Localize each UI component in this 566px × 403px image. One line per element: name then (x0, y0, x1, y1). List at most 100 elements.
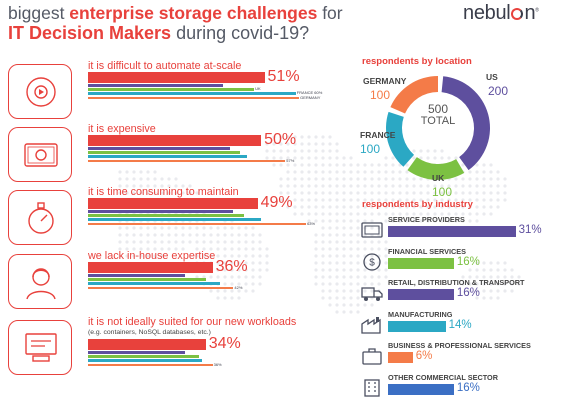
bar-annotation: 57% (286, 157, 295, 163)
bar-annotation: UK (255, 86, 261, 92)
challenge-row: we lack in-house expertise 36% 42% (8, 250, 308, 312)
series-bar (88, 92, 296, 95)
series-bar (88, 274, 185, 277)
page-title: biggest enterprise storage challenges fo… (8, 3, 343, 43)
challenge-label: it is time consuming to maintain (88, 186, 239, 198)
location-label: US (486, 72, 498, 82)
truck-icon (361, 284, 383, 307)
location-title: respondents by location (362, 56, 472, 67)
industry-bar (388, 289, 454, 300)
challenge-icon (8, 254, 72, 309)
industry-row: OTHER COMMERCIAL SECTOR 16% (358, 373, 563, 403)
industry-row: MANUFACTURING 14% (358, 310, 563, 340)
challenge-row: it is expensive 50% 57% (8, 123, 308, 185)
industry-bar (388, 257, 454, 269)
challenge-label: it is expensive (88, 123, 156, 135)
value-label: 34% (208, 335, 241, 352)
bar-annotation: FRANCE 60% (296, 90, 323, 96)
industry-title: respondents by industry (362, 199, 473, 210)
dollar-icon: $ (361, 252, 383, 276)
location-donut (386, 76, 490, 180)
svg-text:$: $ (369, 257, 375, 268)
industry-row: RETAIL, DISTRIBUTION & TRANSPORT 16% (358, 278, 563, 308)
challenge-sublabel: (e.g. containers, NoSQL databases, etc.) (88, 329, 211, 336)
industry-bar (388, 320, 446, 332)
location-label: GERMANY (363, 76, 407, 86)
primary-bar (88, 262, 213, 273)
bar-annotation: 42% (234, 284, 243, 290)
nebulon-logo: nebul n® (463, 2, 539, 24)
donut-slice-germany (390, 76, 438, 114)
location-label: FRANCE (360, 130, 396, 140)
industry-bar (388, 383, 454, 395)
industry-row: SERVICE PROVIDERS 31% (358, 215, 563, 245)
location-value: 100 (360, 142, 381, 156)
industry-label: BUSINESS & PROFESSIONAL SERVICES (388, 341, 531, 350)
value-label: 36% (215, 258, 248, 275)
industry-label: SERVICE PROVIDERS (388, 215, 465, 224)
series-bar (88, 88, 255, 91)
challenge-icon (8, 190, 72, 245)
industry-value: 16% (456, 381, 480, 394)
series-bar (88, 84, 223, 87)
value-label: 51% (267, 68, 300, 85)
series-bar (88, 363, 213, 367)
donut-slice-uk (407, 157, 465, 180)
bar-annotation: 36% (213, 361, 222, 367)
location-value: 100 (432, 185, 453, 199)
location-value: 200 (488, 84, 509, 98)
series-bar (88, 278, 206, 281)
industry-label: RETAIL, DISTRIBUTION & TRANSPORT (388, 278, 525, 287)
donut-slice-us (441, 76, 490, 171)
series-bar (88, 359, 203, 362)
briefcase-icon (361, 347, 383, 370)
primary-bar (88, 198, 258, 209)
industry-row: $ FINANCIAL SERVICES 16% (358, 247, 563, 277)
industry-row: BUSINESS & PROFESSIONAL SERVICES 6% (358, 341, 563, 371)
industry-value: 16% (456, 287, 480, 299)
industry-value: 6% (415, 350, 433, 362)
building-icon (361, 378, 383, 402)
primary-bar (88, 72, 265, 83)
server-icon (361, 221, 383, 244)
series-bar (88, 210, 234, 213)
bar-annotation: 63% (307, 220, 316, 226)
industry-bar (388, 226, 516, 237)
industry-bar (388, 352, 413, 363)
challenge-label: it is not ideally suited for our new wor… (88, 316, 297, 328)
series-bar (88, 214, 244, 217)
value-label: 50% (264, 131, 297, 148)
donut-total-label: TOTAL (420, 115, 456, 127)
challenge-label: it is difficult to automate at-scale (88, 60, 242, 72)
donut-slice-france (386, 111, 415, 167)
series-bar (88, 282, 220, 285)
industry-value: 16% (456, 255, 480, 268)
location-label: UK (432, 173, 445, 183)
series-bar (88, 222, 307, 226)
series-bar (88, 147, 230, 150)
series-bar (88, 286, 234, 290)
challenge-label: we lack in-house expertise (88, 250, 216, 262)
value-label: 49% (260, 194, 293, 211)
series-bar (88, 96, 300, 100)
series-bar (88, 218, 262, 221)
challenge-row: it is difficult to automate at-scale 51% U… (8, 60, 322, 122)
primary-bar (88, 135, 262, 146)
donut-total-value: 500 (427, 102, 449, 116)
industry-value: 14% (448, 318, 472, 331)
primary-bar (88, 339, 206, 350)
industry-label: OTHER COMMERCIAL SECTOR (388, 372, 498, 382)
industry-label: FINANCIAL SERVICES (388, 246, 466, 256)
challenge-row: it is time consuming to maintain 49% 63% (8, 186, 315, 248)
industry-label: MANUFACTURING (388, 309, 453, 319)
location-value: 100 (370, 88, 391, 102)
industry-value: 31% (518, 224, 542, 236)
series-bar (88, 351, 185, 354)
donut-center: 500 TOTAL (413, 103, 463, 127)
bar-annotation: GERMANY (300, 94, 321, 100)
series-bar (88, 159, 286, 163)
challenge-icon (8, 320, 72, 375)
logo-o-mark (511, 8, 524, 20)
factory-icon (361, 316, 383, 339)
series-bar (88, 155, 248, 158)
